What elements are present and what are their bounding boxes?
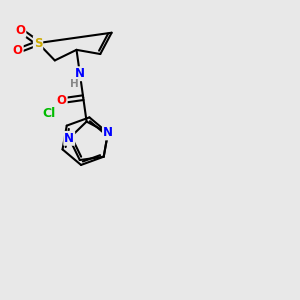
Text: O: O	[13, 44, 23, 57]
Text: O: O	[57, 94, 67, 107]
Text: N: N	[64, 132, 74, 145]
Text: O: O	[15, 24, 26, 37]
Text: H: H	[70, 79, 79, 89]
Text: N: N	[103, 126, 113, 140]
Text: S: S	[34, 37, 42, 50]
Text: Cl: Cl	[42, 107, 55, 120]
Text: N: N	[75, 67, 85, 80]
